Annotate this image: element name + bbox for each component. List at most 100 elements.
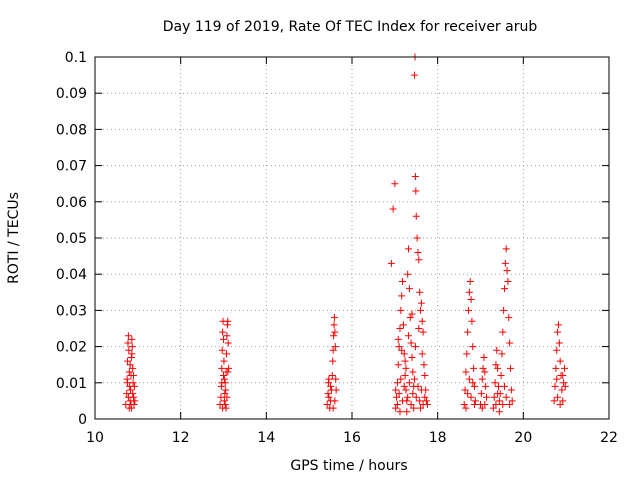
data-point — [220, 335, 227, 343]
data-point — [494, 364, 502, 372]
data-point — [402, 364, 410, 372]
data-point — [506, 401, 514, 409]
y-tick-label: 0.04 — [56, 267, 87, 283]
data-point — [493, 346, 501, 354]
data-point — [554, 321, 562, 329]
data-point — [554, 328, 562, 336]
data-point — [127, 386, 135, 394]
data-point — [222, 386, 230, 394]
data-point — [417, 299, 425, 307]
data-point — [495, 397, 503, 405]
data-point — [330, 321, 338, 329]
data-point — [402, 386, 410, 394]
data-point — [494, 390, 502, 398]
data-point — [554, 393, 562, 401]
y-tick-label: 0.06 — [56, 195, 87, 211]
data-point — [468, 317, 476, 325]
data-point — [398, 292, 406, 300]
data-point — [504, 277, 512, 285]
data-point — [491, 379, 499, 387]
data-point — [461, 386, 469, 394]
data-point — [556, 357, 564, 365]
data-point — [494, 382, 502, 390]
data-point — [224, 339, 232, 347]
data-point — [552, 364, 560, 372]
data-point — [415, 325, 423, 332]
data-point — [329, 357, 337, 365]
data-point — [463, 350, 471, 358]
data-point — [492, 401, 500, 409]
data-point — [561, 382, 569, 390]
data-point — [469, 379, 477, 387]
data-point — [480, 353, 488, 361]
data-point — [332, 386, 340, 394]
data-point — [126, 361, 134, 369]
data-point — [553, 346, 561, 354]
data-point — [471, 397, 479, 405]
data-point — [500, 285, 508, 293]
data-point — [416, 397, 424, 405]
data-point — [410, 404, 418, 412]
data-point — [399, 321, 407, 329]
data-point — [423, 397, 431, 405]
data-point — [407, 339, 415, 347]
data-point — [392, 386, 400, 394]
data-point — [393, 379, 401, 387]
data-point — [219, 328, 227, 336]
data-point — [224, 368, 232, 376]
data-point — [551, 382, 559, 390]
data-point — [124, 332, 132, 340]
data-point — [330, 314, 338, 322]
data-point — [409, 368, 417, 376]
data-point — [462, 368, 470, 376]
data-point — [408, 310, 416, 318]
data-point — [465, 375, 473, 383]
data-point — [416, 288, 424, 296]
data-point — [420, 361, 428, 369]
data-point — [331, 343, 339, 351]
data-point — [464, 328, 472, 336]
data-point — [405, 245, 413, 253]
data-point — [412, 212, 420, 220]
data-point — [409, 390, 417, 398]
data-point — [124, 357, 132, 365]
data-point — [482, 382, 490, 390]
data-point — [503, 267, 511, 275]
y-tick-label: 0.08 — [56, 122, 87, 138]
y-tick-label: 0.07 — [56, 159, 87, 175]
data-point — [462, 404, 470, 412]
data-point — [502, 245, 510, 253]
data-point — [553, 375, 561, 383]
data-point — [413, 234, 421, 242]
data-point — [218, 346, 226, 354]
data-point — [412, 393, 420, 401]
data-point — [411, 172, 419, 180]
data-point — [220, 357, 228, 365]
data-point — [415, 256, 423, 264]
data-point — [550, 397, 558, 405]
data-point — [396, 408, 404, 416]
data-point — [418, 317, 426, 325]
data-point — [471, 401, 479, 409]
data-point — [506, 339, 514, 347]
data-point — [464, 390, 472, 398]
data-point — [220, 375, 228, 383]
data-point — [419, 401, 427, 409]
data-point — [399, 397, 407, 405]
grid — [95, 57, 609, 419]
data-points — [122, 53, 569, 416]
x-axis-label: GPS time / hours — [290, 458, 407, 474]
data-point — [417, 404, 425, 412]
data-point — [125, 368, 133, 376]
data-point — [325, 393, 333, 401]
x-tick-label: 14 — [257, 430, 275, 446]
data-point — [128, 350, 136, 358]
data-point — [471, 382, 479, 390]
y-tick-label: 0.02 — [56, 340, 87, 356]
data-point — [467, 296, 475, 304]
data-point — [128, 335, 136, 343]
y-tick-label: 0.09 — [56, 86, 87, 102]
data-point — [499, 401, 507, 409]
data-point — [400, 382, 408, 390]
